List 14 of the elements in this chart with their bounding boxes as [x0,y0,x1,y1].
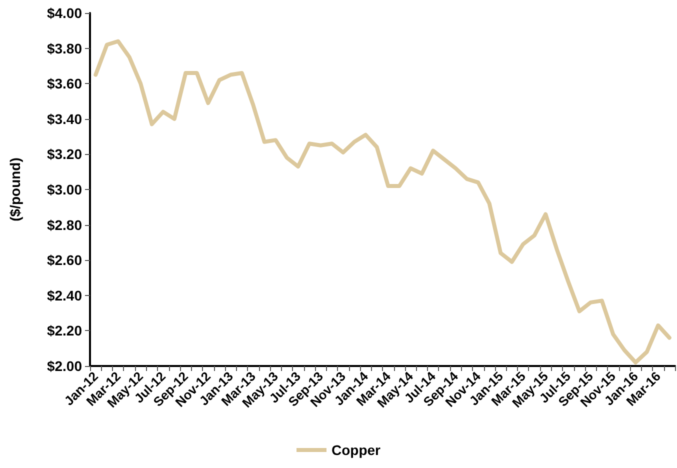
y-tick-label: $2.00 [46,358,82,374]
y-tick-label: $3.20 [46,146,82,162]
line-series [94,39,672,364]
y-tick-label: $2.20 [46,322,82,339]
y-tick-label: $2.60 [46,252,82,268]
y-tick-label: $2.40 [46,287,82,304]
y-tick-label: $3.80 [46,40,82,56]
y-axis-title: ($/pound) [7,158,23,222]
y-tick-label: $2.80 [46,216,82,233]
y-tick-label: $3.40 [46,110,82,127]
y-tick-label: $3.60 [46,76,82,92]
y-tick-label: $4.00 [46,5,82,21]
y-tick-label: $3.00 [46,182,82,198]
legend-label: Copper [332,442,382,458]
